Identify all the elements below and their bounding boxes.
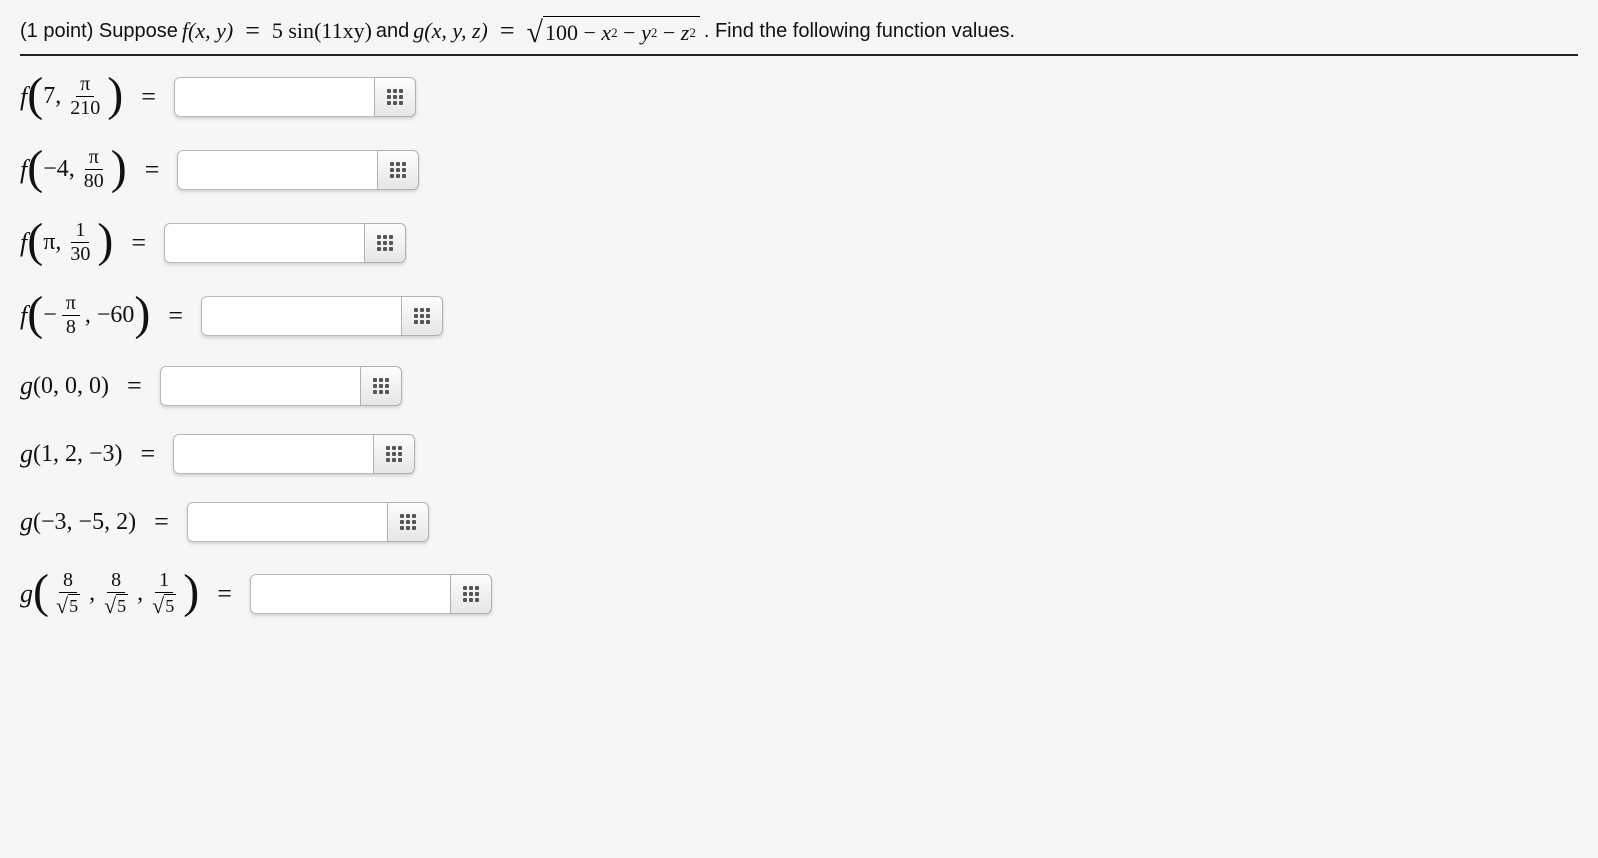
points-label: (1 point) Suppose bbox=[20, 20, 178, 43]
keypad-icon bbox=[377, 235, 393, 251]
answer-input-7[interactable] bbox=[187, 502, 387, 542]
answer-group-8 bbox=[250, 574, 492, 614]
expr-7: g(−3, −5, 2) bbox=[20, 507, 136, 537]
keypad-icon bbox=[373, 378, 389, 394]
g-lhs: g(x, y, z) bbox=[413, 18, 488, 44]
expr-3: f ( π, 1 30 ) bbox=[20, 220, 113, 265]
f-rhs: 5 sin(11xy) bbox=[272, 18, 372, 44]
answer-input-8[interactable] bbox=[250, 574, 450, 614]
keypad-button-7[interactable] bbox=[387, 502, 429, 542]
question-row-1: f ( 7, π 210 ) = bbox=[20, 74, 1578, 119]
keypad-icon bbox=[414, 308, 430, 324]
keypad-button-3[interactable] bbox=[364, 223, 406, 263]
g-rhs-sqrt: √ 100 − x2 − y2 − z2 bbox=[527, 16, 700, 46]
f-lhs: f(x, y) bbox=[182, 18, 233, 44]
expr-5: g(0, 0, 0) bbox=[20, 371, 109, 401]
keypad-icon bbox=[390, 162, 406, 178]
tail-text: . Find the following function values. bbox=[704, 20, 1015, 43]
expr-8: g ( 8 √5 , 8 √5 , 1 √5 ) bbox=[20, 570, 199, 617]
question-row-5: g(0, 0, 0) = bbox=[20, 366, 1578, 406]
answer-group-6 bbox=[173, 434, 415, 474]
answer-input-5[interactable] bbox=[160, 366, 360, 406]
keypad-icon bbox=[387, 89, 403, 105]
and-text: and bbox=[376, 20, 409, 43]
answer-input-2[interactable] bbox=[177, 150, 377, 190]
answer-group-4 bbox=[201, 296, 443, 336]
question-row-3: f ( π, 1 30 ) = bbox=[20, 220, 1578, 265]
expr-6: g(1, 2, −3) bbox=[20, 439, 123, 469]
equals-sign: = bbox=[245, 16, 260, 46]
question-row-8: g ( 8 √5 , 8 √5 , 1 √5 ) = bbox=[20, 570, 1578, 617]
expr-1: f ( 7, π 210 ) bbox=[20, 74, 123, 119]
answer-group-5 bbox=[160, 366, 402, 406]
answer-group-7 bbox=[187, 502, 429, 542]
answer-group-2 bbox=[177, 150, 419, 190]
keypad-icon bbox=[400, 514, 416, 530]
keypad-button-8[interactable] bbox=[450, 574, 492, 614]
expr-4: f ( − π 8 , −60 ) bbox=[20, 293, 150, 338]
keypad-button-1[interactable] bbox=[374, 77, 416, 117]
keypad-button-4[interactable] bbox=[401, 296, 443, 336]
keypad-button-2[interactable] bbox=[377, 150, 419, 190]
equals-sign-2: = bbox=[500, 16, 515, 46]
keypad-icon bbox=[386, 446, 402, 462]
answer-group-1 bbox=[174, 77, 416, 117]
problem-statement: (1 point) Suppose f(x, y) = 5 sin(11xy) … bbox=[20, 16, 1578, 56]
answer-input-4[interactable] bbox=[201, 296, 401, 336]
question-row-6: g(1, 2, −3) = bbox=[20, 434, 1578, 474]
question-row-7: g(−3, −5, 2) = bbox=[20, 502, 1578, 542]
answer-input-6[interactable] bbox=[173, 434, 373, 474]
keypad-icon bbox=[463, 586, 479, 602]
answer-group-3 bbox=[164, 223, 406, 263]
question-row-4: f ( − π 8 , −60 ) = bbox=[20, 293, 1578, 338]
expr-2: f ( −4, π 80 ) bbox=[20, 147, 127, 192]
answer-input-1[interactable] bbox=[174, 77, 374, 117]
keypad-button-6[interactable] bbox=[373, 434, 415, 474]
answer-input-3[interactable] bbox=[164, 223, 364, 263]
keypad-button-5[interactable] bbox=[360, 366, 402, 406]
question-row-2: f ( −4, π 80 ) = bbox=[20, 147, 1578, 192]
